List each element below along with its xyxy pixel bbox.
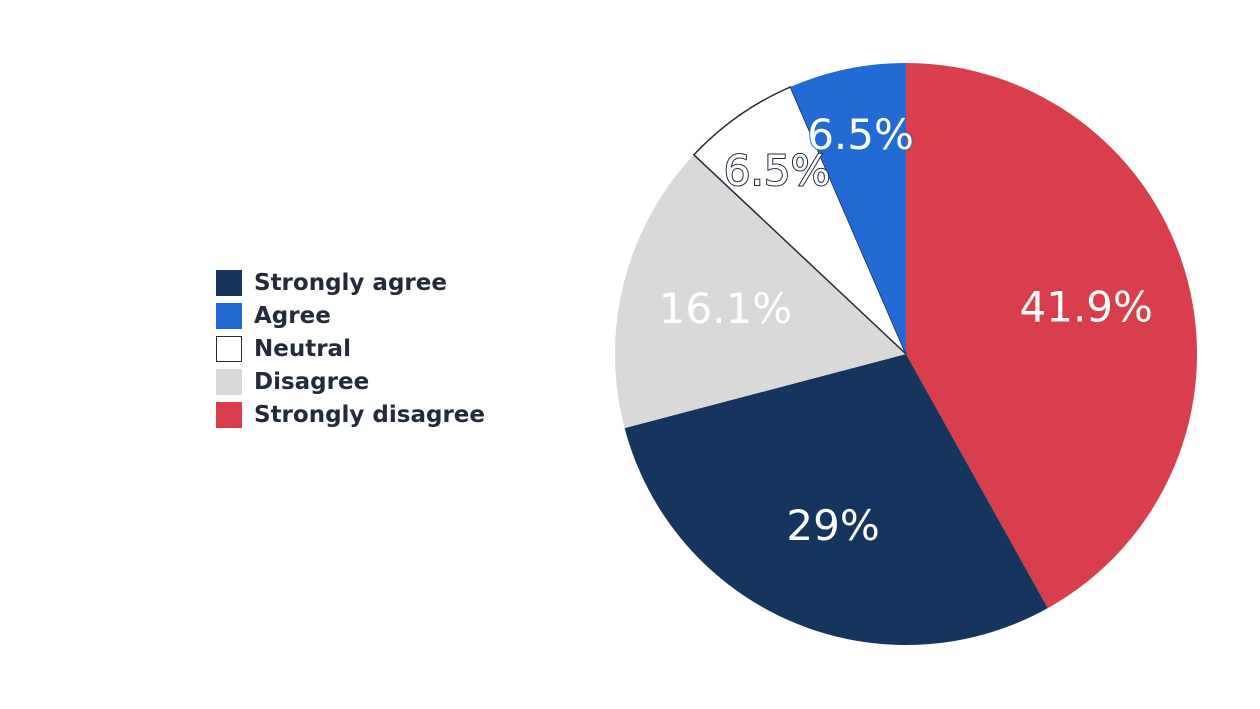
- pie-slice-strongly-agree: [624, 354, 1048, 645]
- pie-data-labels: 41.9% 29% 16.1% 6.5%6.5%: [659, 109, 1153, 550]
- legend-item-agree: Agree: [216, 299, 485, 332]
- pie-slice-neutral: [692, 85, 907, 355]
- data-label-strongly-agree: 29%: [786, 501, 879, 550]
- legend-item-strongly-agree: Strongly agree: [216, 266, 485, 299]
- legend-swatch-strongly-disagree: [216, 401, 242, 428]
- legend-swatch-agree: [216, 302, 242, 329]
- legend-label-agree: Agree: [254, 302, 331, 329]
- data-label-strongly-disagree: 41.9%: [1020, 283, 1153, 332]
- pie-slice-agree: [790, 63, 906, 354]
- legend-item-disagree: Disagree: [216, 365, 485, 398]
- legend-swatch-strongly-agree: [216, 269, 242, 296]
- pie-slices: [614, 63, 1197, 645]
- legend-swatch-neutral: [216, 335, 242, 362]
- legend-item-neutral: Neutral: [216, 332, 485, 365]
- legend-item-strongly-disagree: Strongly disagree: [216, 398, 485, 431]
- data-label-neutral: 6.5%: [724, 146, 831, 195]
- pie-slice-disagree: [614, 154, 906, 429]
- data-label-agree: 6.5%: [807, 110, 914, 159]
- legend-label-strongly-disagree: Strongly disagree: [254, 401, 485, 428]
- pie-slice-strongly-disagree: [906, 63, 1197, 609]
- legend-label-neutral: Neutral: [254, 335, 351, 362]
- legend-label-disagree: Disagree: [254, 368, 370, 395]
- legend-swatch-disagree: [216, 368, 242, 395]
- data-label-disagree: 16.1%: [659, 284, 792, 333]
- legend-label-strongly-agree: Strongly agree: [254, 269, 447, 296]
- legend: Strongly agree Agree Neutral Disagree St…: [216, 266, 485, 431]
